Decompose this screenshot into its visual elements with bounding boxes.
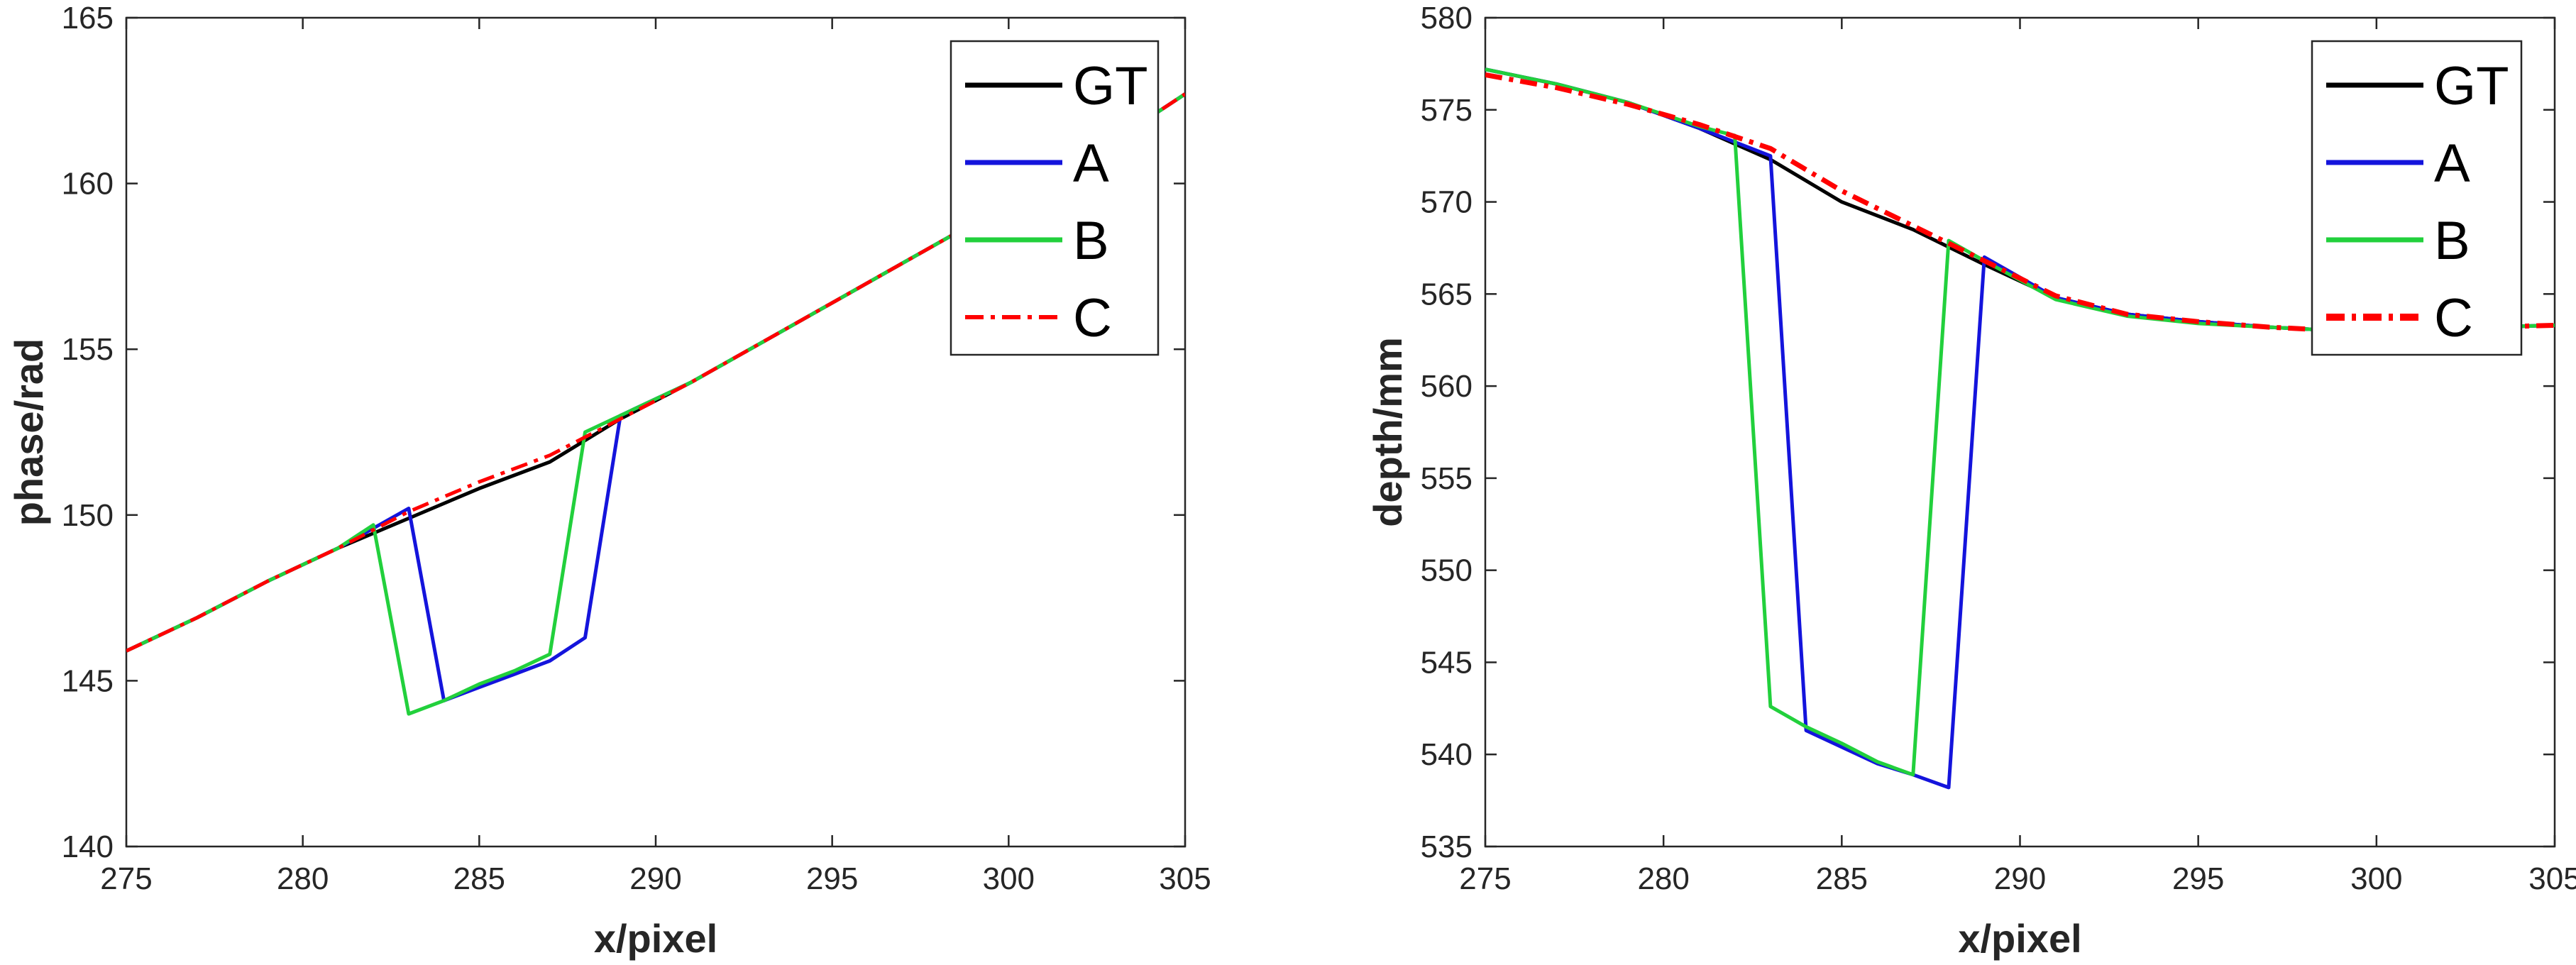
depth-series-line-c: [1485, 72, 2555, 333]
depth-legend-label-gt: GT: [2434, 56, 2509, 116]
depth-x-tick-label: 285: [1816, 861, 1868, 896]
phase-y-tick-label: 160: [62, 167, 114, 202]
depth-y-tick-label: 540: [1421, 737, 1473, 772]
phase-legend-box: [950, 40, 1160, 356]
phase-x-tick-label: 295: [806, 861, 858, 896]
depth-x-tick-label: 275: [1459, 861, 1511, 896]
phase-legend: GT ABC: [950, 40, 1160, 356]
phase-chart: 275 280 285 290 295 300 305 140 145 150 155 160 165 x…: [6, 1, 1211, 961]
phase-x-tick-label: 280: [277, 861, 329, 896]
phase-legend-label-c: C: [1073, 288, 1112, 348]
depth-legend-label-b: B: [2434, 211, 2470, 271]
depth-y-tick-label: 565: [1421, 277, 1473, 311]
depth-legend: GT ABC: [2311, 40, 2523, 356]
phase-y-tick-label: 165: [62, 1, 114, 35]
depth-x-tick-label: 300: [2350, 861, 2402, 896]
depth-y-axis-label: depth/mm: [1365, 337, 1410, 527]
phase-x-tick-label: 285: [453, 861, 505, 896]
depth-chart: 275 280 285 290 295 300 305 535 540 545 550 555 560 5…: [1365, 1, 2576, 961]
depth-x-axis-label: x/pixel: [1958, 916, 2081, 961]
depth-y-tick-label: 535: [1421, 829, 1473, 864]
depth-x-tick-label: 295: [2172, 861, 2224, 896]
depth-y-tick-label: 560: [1421, 369, 1473, 404]
phase-legend-label-a: A: [1073, 133, 1109, 194]
phase-y-tick-label: 145: [62, 663, 114, 698]
phase-x-tick-label: 305: [1159, 861, 1211, 896]
depth-y-tick-label: 580: [1421, 1, 1473, 35]
phase-x-tick-label: 275: [100, 861, 152, 896]
phase-y-axis-label: phase/rad: [6, 338, 51, 526]
phase-x-tick-label: 290: [629, 861, 681, 896]
phase-y-tick-label: 155: [62, 332, 114, 367]
phase-legend-label-b: B: [1073, 211, 1109, 271]
phase-y-tick-label: 150: [62, 498, 114, 533]
phase-x-tick-label: 300: [983, 861, 1035, 896]
depth-y-tick-label: 550: [1421, 553, 1473, 588]
depth-x-tick-label: 290: [1994, 861, 2046, 896]
depth-y-tick-label: 575: [1421, 93, 1473, 128]
phase-x-axis-label: x/pixel: [594, 916, 717, 961]
phase-y-tick-label: 140: [62, 829, 114, 864]
depth-legend-label-a: A: [2434, 133, 2470, 194]
depth-y-tick-label: 555: [1421, 461, 1473, 496]
depth-x-tick-label: 280: [1637, 861, 1689, 896]
depth-legend-box: [2311, 40, 2523, 356]
depth-x-tick-label: 305: [2528, 861, 2576, 896]
depth-y-tick-label: 545: [1421, 645, 1473, 680]
depth-legend-label-c: C: [2434, 288, 2473, 348]
depth-y-tick-label: 570: [1421, 185, 1473, 220]
phase-legend-label-gt: GT: [1073, 56, 1148, 116]
